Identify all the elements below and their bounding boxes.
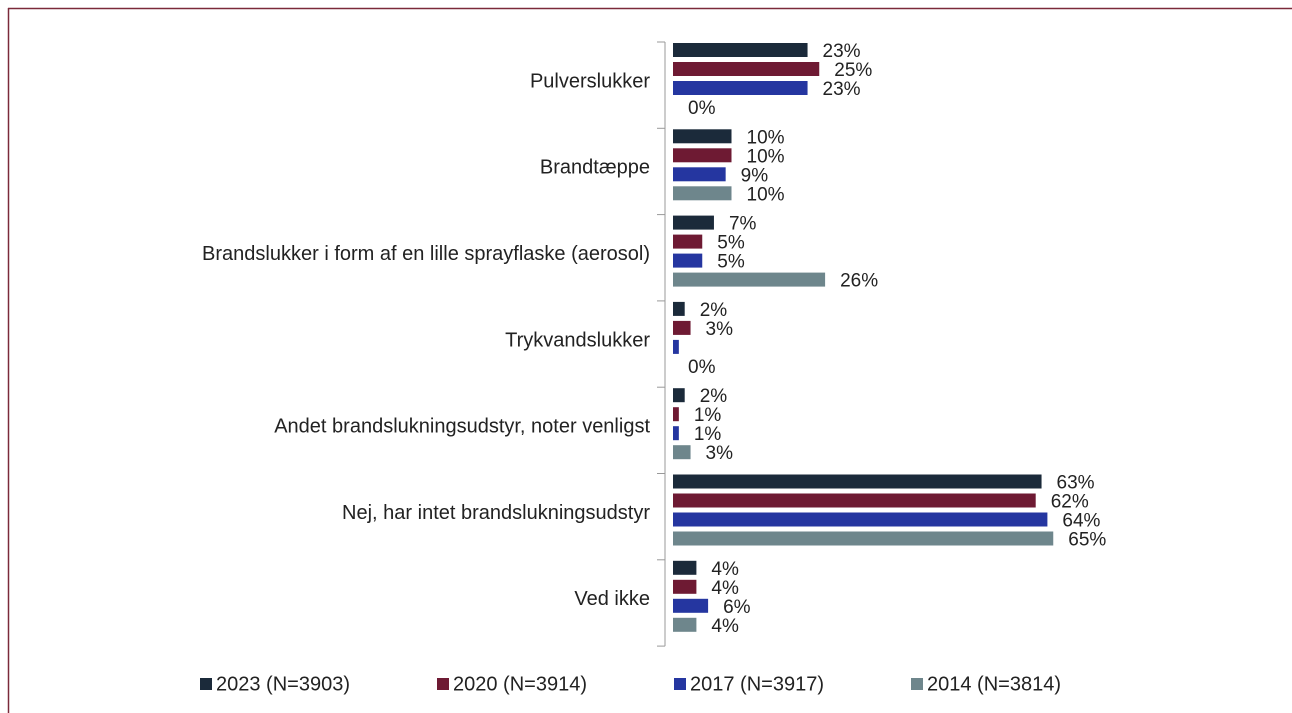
bar [673, 43, 808, 57]
bar [673, 167, 726, 182]
legend-swatch [674, 678, 686, 690]
data-label: 2% [700, 300, 728, 321]
bar [673, 426, 679, 441]
data-label: 23% [823, 41, 861, 62]
data-label: 5% [717, 233, 745, 254]
bar [673, 579, 697, 594]
data-label: 63% [1057, 473, 1095, 494]
data-label: 4% [711, 616, 739, 637]
legend-swatch [200, 678, 212, 690]
data-label: 7% [729, 214, 757, 235]
category-label: Ved ikke [574, 588, 650, 610]
legend-label: 2020 (N=3914) [453, 673, 587, 695]
data-label: 3% [706, 319, 734, 340]
legend-label: 2023 (N=3903) [216, 673, 350, 695]
bar [673, 560, 697, 575]
data-label: 10% [747, 146, 785, 167]
bar [673, 253, 703, 268]
bar [673, 62, 820, 76]
data-label: 2% [700, 386, 728, 407]
data-label: 23% [823, 79, 861, 100]
bar [673, 186, 732, 201]
bar [673, 598, 709, 613]
bar [673, 301, 685, 316]
bar [673, 388, 685, 403]
bar [673, 512, 1048, 527]
category-label: Nej, har intet brandslukningsudstyr [342, 502, 650, 524]
bar [673, 272, 826, 287]
data-label: 10% [747, 127, 785, 148]
bar [673, 445, 691, 460]
category-label: Trykvandslukker [505, 329, 650, 351]
data-label: 25% [834, 60, 872, 81]
data-label: 9% [741, 165, 769, 186]
category-label: Pulverslukker [530, 70, 650, 92]
category-label: Brandtæppe [540, 157, 650, 179]
bar [673, 215, 714, 230]
bar [673, 234, 703, 249]
data-label: 6% [723, 597, 751, 618]
category-label: Brandslukker i form af en lille sprayfla… [202, 243, 650, 265]
data-label: 26% [840, 271, 878, 292]
data-label: 4% [711, 578, 739, 599]
data-label: 62% [1051, 492, 1089, 513]
data-label: 3% [706, 443, 734, 464]
data-label: 4% [711, 559, 739, 580]
legend-swatch [437, 678, 449, 690]
category-label: Andet brandslukningsudstyr, noter venlig… [274, 416, 650, 438]
bar [673, 339, 679, 354]
bar [673, 617, 697, 632]
data-label: 1% [694, 405, 722, 426]
bar [673, 148, 732, 163]
bar [673, 129, 732, 144]
data-label: 10% [747, 184, 785, 205]
data-label: 0% [688, 357, 716, 378]
bar [673, 493, 1036, 508]
bar [673, 407, 679, 422]
bar [673, 320, 691, 335]
bar [673, 81, 808, 95]
legend-label: 2017 (N=3917) [690, 673, 824, 695]
bar [673, 531, 1054, 546]
data-label: 0% [688, 98, 716, 119]
legend-swatch [911, 678, 923, 690]
data-label: 65% [1068, 530, 1106, 551]
data-label: 5% [717, 252, 745, 273]
data-label: 64% [1062, 511, 1100, 532]
legend-label: 2014 (N=3814) [927, 673, 1061, 695]
bar [673, 474, 1042, 489]
data-label: 1% [694, 424, 722, 445]
